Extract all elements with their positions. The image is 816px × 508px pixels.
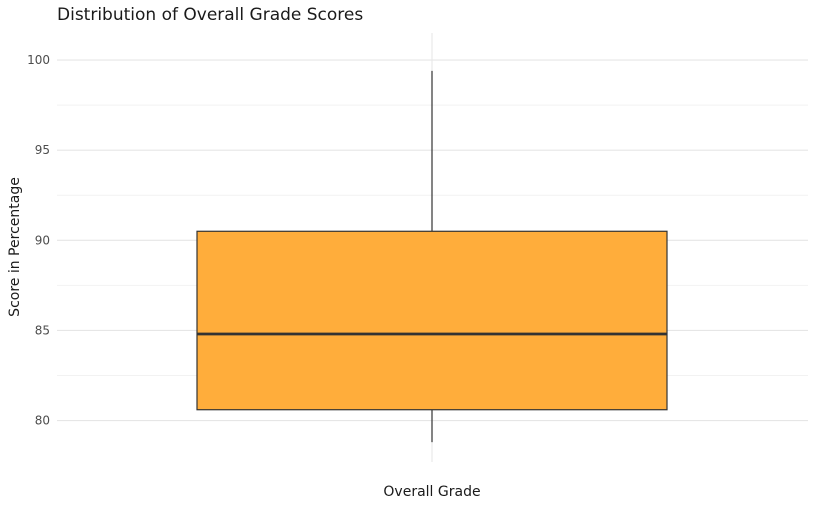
y-tick-label: 80 (35, 414, 50, 428)
y-tick-label: 90 (35, 233, 50, 247)
y-tick-label: 85 (35, 323, 50, 337)
y-axis-title: Score in Percentage (7, 177, 23, 317)
y-tick-label: 100 (27, 53, 50, 67)
y-tick-labels: 80 85 90 95 100 (27, 53, 50, 428)
box-layer (196, 70, 668, 443)
y-tick-label: 95 (35, 143, 50, 157)
box-iqr (196, 230, 668, 411)
chart-title: Distribution of Overall Grade Scores (57, 5, 363, 25)
x-axis-title: Overall Grade (383, 484, 480, 500)
